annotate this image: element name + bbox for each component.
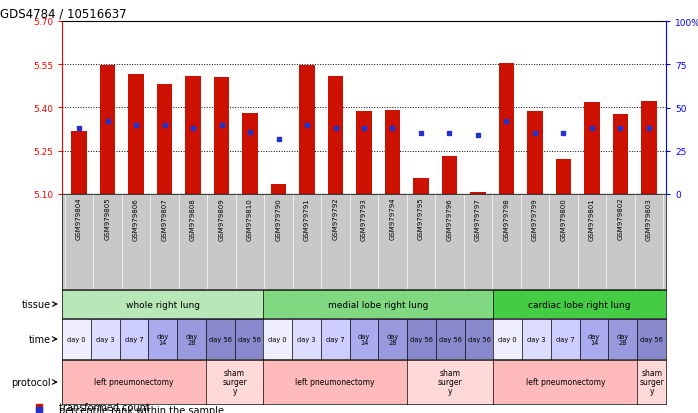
Text: GSM979793: GSM979793	[361, 197, 367, 240]
Bar	[641, 102, 657, 195]
Text: percentile rank within the sample: percentile rank within the sample	[59, 406, 223, 413]
Bar	[498, 64, 514, 195]
Text: tissue: tissue	[22, 299, 51, 309]
Bar	[527, 112, 543, 195]
Bar	[100, 66, 115, 195]
Text: GSM979808: GSM979808	[190, 197, 196, 240]
Bar	[584, 102, 600, 195]
Text: day 0: day 0	[498, 336, 517, 342]
Text: day
28: day 28	[185, 333, 198, 345]
Text: time: time	[29, 334, 51, 344]
Text: GSM979805: GSM979805	[105, 197, 110, 240]
Bar	[242, 114, 258, 195]
Text: whole right lung: whole right lung	[126, 300, 200, 309]
Text: GSM979799: GSM979799	[532, 197, 538, 240]
Text: day
14: day 14	[588, 333, 600, 345]
Text: sham
surger
y: sham surger y	[438, 369, 463, 396]
Bar	[613, 114, 628, 195]
Text: day 56: day 56	[410, 336, 433, 342]
Text: GSM979810: GSM979810	[247, 197, 253, 240]
Text: GSM979809: GSM979809	[218, 197, 225, 240]
Text: sham
surger
y: sham surger y	[222, 369, 247, 396]
Text: sham
surger
y: sham surger y	[639, 369, 664, 396]
Text: transformed count: transformed count	[59, 401, 149, 411]
Text: medial lobe right lung: medial lobe right lung	[328, 300, 429, 309]
Text: day 56: day 56	[640, 336, 663, 342]
Text: day
28: day 28	[387, 333, 399, 345]
Bar	[413, 179, 429, 195]
Bar	[327, 76, 343, 195]
Text: GSM979790: GSM979790	[276, 197, 281, 240]
Text: left pneumonectomy: left pneumonectomy	[295, 377, 375, 387]
Text: day 7: day 7	[326, 336, 345, 342]
Text: day 0: day 0	[269, 336, 287, 342]
Text: day
14: day 14	[156, 333, 169, 345]
Bar	[214, 78, 230, 195]
Text: day 56: day 56	[209, 336, 232, 342]
Text: GSM979803: GSM979803	[646, 197, 652, 240]
Bar	[442, 157, 457, 195]
Text: day 3: day 3	[297, 336, 315, 342]
Text: cardiac lobe right lung: cardiac lobe right lung	[528, 300, 631, 309]
Text: day 7: day 7	[124, 336, 143, 342]
Text: GSM979792: GSM979792	[332, 197, 339, 240]
Text: GSM979807: GSM979807	[161, 197, 168, 240]
Bar	[71, 131, 87, 195]
Text: GSM979800: GSM979800	[560, 197, 567, 240]
Text: day 56: day 56	[237, 336, 260, 342]
Text: left pneumonectomy: left pneumonectomy	[94, 377, 174, 387]
Bar	[356, 112, 372, 195]
Text: protocol: protocol	[11, 377, 51, 387]
Bar	[299, 66, 315, 195]
Text: day
28: day 28	[617, 333, 629, 345]
Bar	[157, 85, 172, 195]
Bar	[185, 76, 201, 195]
Text: day 7: day 7	[556, 336, 574, 342]
Bar	[271, 185, 286, 195]
Text: day 3: day 3	[96, 336, 114, 342]
Text: GSM979795: GSM979795	[418, 197, 424, 240]
Text: GSM979804: GSM979804	[76, 197, 82, 240]
Bar	[128, 75, 144, 195]
Text: day 56: day 56	[439, 336, 461, 342]
Text: GSM979794: GSM979794	[389, 197, 396, 240]
Bar	[470, 192, 486, 195]
Text: day
14: day 14	[358, 333, 370, 345]
Text: GSM979798: GSM979798	[503, 197, 510, 240]
Text: GSM979796: GSM979796	[447, 197, 452, 240]
Text: left pneumonectomy: left pneumonectomy	[526, 377, 605, 387]
Text: GSM979802: GSM979802	[618, 197, 623, 240]
Text: day 0: day 0	[67, 336, 86, 342]
Text: GSM979791: GSM979791	[304, 197, 310, 240]
Text: day 3: day 3	[527, 336, 546, 342]
Text: day 56: day 56	[468, 336, 491, 342]
Text: GSM979797: GSM979797	[475, 197, 481, 240]
Text: GSM979806: GSM979806	[133, 197, 139, 240]
Text: GDS4784 / 10516637: GDS4784 / 10516637	[0, 8, 126, 21]
Bar	[556, 159, 571, 195]
Bar	[385, 111, 401, 195]
Text: GSM979801: GSM979801	[589, 197, 595, 240]
